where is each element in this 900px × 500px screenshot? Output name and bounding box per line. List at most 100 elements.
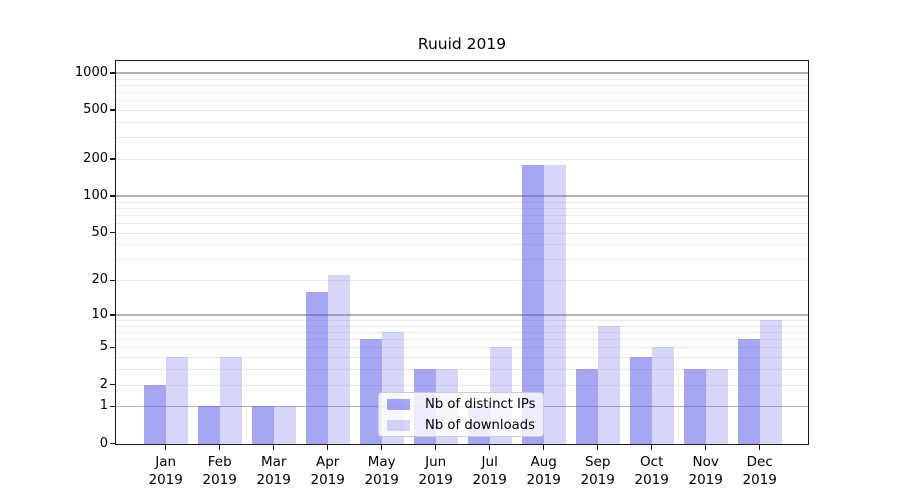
x-tick-label-year: 2019 [742, 472, 777, 488]
x-tick-label-year: 2019 [472, 472, 507, 488]
gridline-minor [115, 201, 809, 203]
gridline-minor [115, 384, 809, 386]
legend-item-distinct-ips: Nb of distinct IPs [387, 395, 536, 413]
y-tick-label: 100 [83, 187, 108, 203]
bar-distinct-ips [143, 384, 166, 445]
y-tick-mark [110, 232, 115, 234]
gridline-minor [115, 159, 809, 161]
bar-downloads [705, 369, 728, 445]
y-tick-label: 1 [99, 398, 108, 414]
gridline-minor [115, 347, 809, 349]
bar-downloads [543, 164, 566, 445]
y-tick-label: 5 [99, 339, 108, 355]
x-tick-mark [435, 445, 437, 450]
x-tick-label-month: Mar [260, 454, 287, 470]
x-tick-label: Apr 2019 [296, 453, 360, 489]
y-tick-label: 20 [91, 272, 108, 288]
y-tick-mark [110, 405, 115, 408]
legend: Nb of distinct IPs Nb of downloads [378, 392, 544, 437]
x-tick-label-month: Aug [530, 454, 557, 470]
x-tick-label-month: Jun [425, 454, 447, 470]
legend-swatch-distinct-ips-icon [387, 398, 410, 410]
gridline-minor [115, 214, 809, 216]
x-tick-label: Mar 2019 [242, 453, 306, 489]
x-tick-mark [381, 445, 383, 450]
y-tick-mark [110, 442, 115, 445]
x-tick-mark [597, 445, 599, 450]
x-tick-label: Dec 2019 [728, 453, 792, 489]
chart-title: Ruuid 2019 [417, 35, 507, 53]
y-tick-mark [110, 346, 115, 349]
y-tick-label: 50 [91, 224, 108, 240]
bar-downloads [165, 357, 188, 445]
x-tick-mark [489, 445, 491, 450]
x-tick-label: Jun 2019 [404, 453, 468, 489]
y-tick-label: 10 [91, 306, 108, 322]
x-tick-label-year: 2019 [526, 472, 561, 488]
gridline-minor [115, 100, 809, 102]
legend-label-downloads: Nb of downloads [425, 417, 535, 433]
x-tick-label-year: 2019 [148, 472, 183, 488]
x-tick-label: Feb 2019 [188, 453, 252, 489]
x-tick-label: Aug 2019 [512, 453, 576, 489]
gridline-minor [115, 92, 809, 94]
gridline-minor [115, 320, 809, 321]
gridline-minor [115, 259, 809, 261]
bar-downloads [651, 347, 674, 445]
x-tick-label: Jan 2019 [134, 453, 198, 489]
bar-downloads [273, 406, 296, 445]
gridline-minor [115, 369, 809, 371]
gridline-minor [115, 232, 809, 234]
x-tick-label-month: Sep [584, 454, 611, 470]
gridline-major [115, 72, 809, 74]
y-tick-mark [110, 72, 115, 74]
bar-distinct-ips [737, 339, 760, 445]
gridline-minor [115, 325, 809, 327]
y-tick-label: 2 [99, 376, 108, 392]
bar-distinct-ips [575, 369, 598, 445]
x-tick-label-year: 2019 [418, 472, 453, 488]
gridline-minor [115, 137, 809, 139]
x-tick-label: Jul 2019 [458, 453, 522, 489]
y-tick-mark [110, 158, 115, 160]
bar-downloads [327, 275, 350, 445]
x-tick-label-year: 2019 [634, 472, 669, 488]
x-tick-label-month: Dec [746, 454, 773, 470]
bar-distinct-ips [629, 357, 652, 445]
plot-area [115, 60, 809, 445]
y-tick-label: 500 [83, 102, 108, 118]
legend-swatch-downloads-icon [387, 419, 410, 431]
bar-downloads [219, 357, 242, 445]
gridline-minor [115, 357, 809, 359]
gridline-minor [115, 331, 809, 333]
y-tick-mark [110, 109, 115, 111]
gridline-minor [115, 244, 809, 246]
legend-item-downloads: Nb of downloads [387, 416, 535, 434]
x-tick-label-month: Jan [155, 454, 177, 470]
x-tick-label: Sep 2019 [566, 453, 630, 489]
x-tick-label: Oct 2019 [620, 453, 684, 489]
gridline-minor [115, 280, 809, 282]
x-tick-label-month: Oct [640, 454, 664, 470]
bar-distinct-ips [197, 406, 220, 445]
gridline-major [115, 314, 809, 316]
x-tick-label-year: 2019 [256, 472, 291, 488]
y-tick-mark [110, 279, 115, 281]
bar-downloads [597, 325, 620, 445]
x-tick-mark [759, 445, 761, 450]
x-tick-mark [651, 445, 653, 450]
y-tick-mark [110, 195, 115, 197]
x-tick-mark [327, 445, 329, 450]
bar-distinct-ips [251, 406, 274, 445]
y-tick-mark [110, 314, 115, 316]
gridline-major [115, 195, 809, 197]
bar-distinct-ips [521, 164, 544, 445]
gridline-minor [115, 84, 809, 86]
gridline-minor [115, 122, 809, 123]
y-tick-label: 200 [83, 151, 108, 167]
x-tick-label-month: Jul [481, 454, 498, 470]
bar-distinct-ips [359, 339, 382, 445]
legend-label-distinct-ips: Nb of distinct IPs [425, 396, 536, 412]
y-tick-label: 0 [99, 435, 108, 451]
x-tick-label-year: 2019 [310, 472, 345, 488]
